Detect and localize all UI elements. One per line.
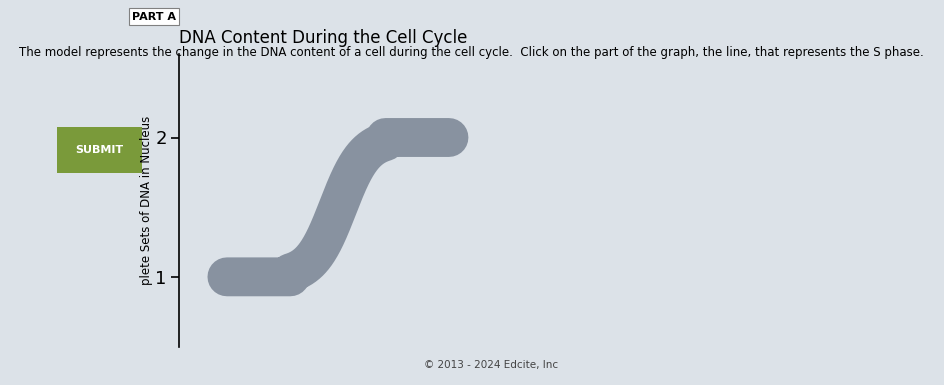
Text: DNA Content During the Cell Cycle: DNA Content During the Cell Cycle (179, 29, 467, 47)
Text: PART A: PART A (132, 12, 177, 22)
Text: © 2013 - 2024 Edcite, Inc: © 2013 - 2024 Edcite, Inc (424, 360, 558, 370)
Text: The model represents the change in the DNA content of a cell during the cell cyc: The model represents the change in the D… (19, 46, 923, 59)
Text: SUBMIT: SUBMIT (76, 145, 123, 155)
Y-axis label: plete Sets of DNA in Nucleus: plete Sets of DNA in Nucleus (140, 116, 153, 285)
